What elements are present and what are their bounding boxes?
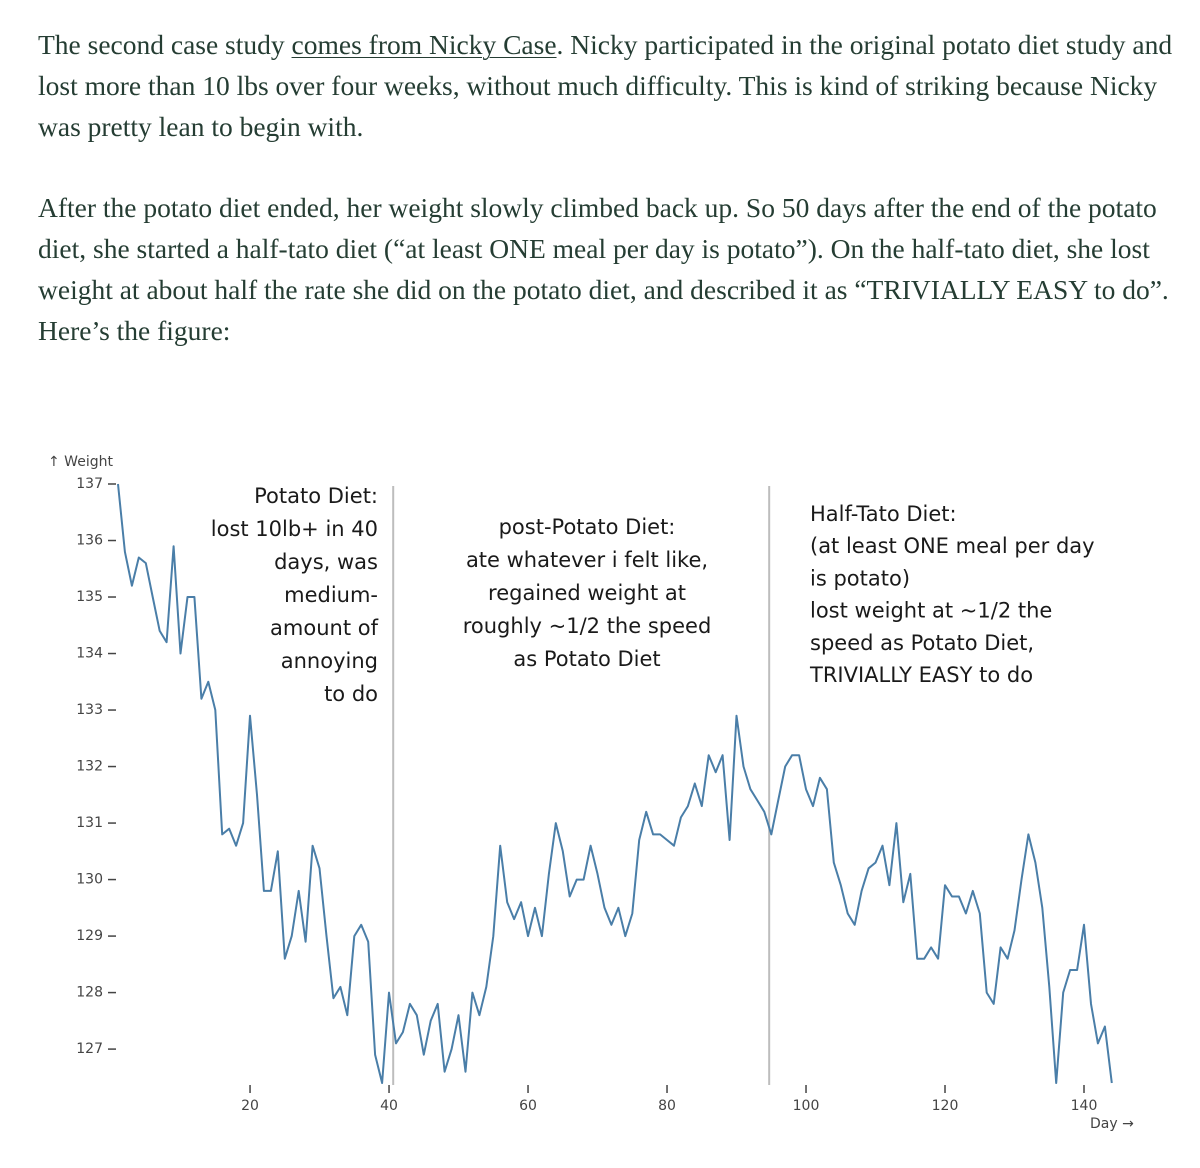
annotation: Potato Diet: [254, 484, 378, 508]
annotation: as Potato Diet [513, 647, 660, 671]
y-tick-label: 137 [76, 476, 103, 492]
annotation: lost 10lb+ in 40 [211, 517, 378, 541]
y-tick-label: 128 [76, 985, 103, 1001]
annotation: speed as Potato Diet, [810, 631, 1034, 655]
chart: ↑ Weight Day → 127 128 129 130 131 132 133 134 1… [48, 454, 1134, 1132]
annotation: (at least ONE meal per day [810, 534, 1095, 558]
x-tick-label: 100 [793, 1098, 820, 1114]
y-tick-label: 129 [76, 928, 103, 944]
annotation: to do [324, 682, 378, 706]
x-tick-label: 140 [1071, 1098, 1098, 1114]
annotation: is potato) [810, 566, 910, 590]
x-axis-label: Day → [1090, 1116, 1134, 1132]
link[interactable]: comes from Nicky Case [291, 29, 557, 60]
x-tick-label: 60 [519, 1098, 537, 1114]
annotation: post-Potato Diet: [499, 515, 676, 539]
y-tick-label: 136 [76, 533, 103, 549]
annotation: roughly ~1/2 the speed [463, 614, 712, 638]
annotation: annoying [281, 649, 378, 673]
annotation: amount of [270, 616, 379, 640]
x-tick-label: 120 [932, 1098, 959, 1114]
paragraph: The second case study comes from Nicky C… [38, 24, 1178, 147]
y-tick-label: 131 [76, 815, 103, 831]
y-tick-label: 133 [76, 702, 103, 718]
paragraph: After the potato diet ended, her weight … [38, 192, 1169, 346]
text: . Nicky participated in the original pot… [38, 29, 1173, 142]
y-tick-label: 127 [76, 1041, 103, 1057]
text: The second case study [38, 29, 292, 60]
annotation: days, was [274, 550, 378, 574]
y-tick-label: 135 [76, 589, 103, 605]
annotation: ate whatever i felt like, [466, 548, 708, 572]
article-text: The second case study comes from Nicky C… [38, 24, 1178, 391]
y-tick-label: 130 [76, 872, 103, 888]
y-tick-label: 132 [76, 759, 103, 775]
weight-line [117, 483, 1113, 1084]
x-tick-label: 40 [380, 1098, 398, 1114]
annotation: lost weight at ~1/2 the [810, 599, 1052, 623]
annotation: medium- [284, 583, 378, 607]
x-tick-label: 80 [658, 1098, 676, 1114]
annotation: TRIVIALLY EASY to do [809, 663, 1033, 687]
x-tick-label: 20 [241, 1098, 259, 1114]
annotation: regained weight at [488, 581, 686, 605]
annotation: Half-Tato Diet: [810, 502, 957, 526]
y-axis-label: ↑ Weight [48, 454, 113, 470]
y-tick-label: 134 [76, 646, 103, 662]
